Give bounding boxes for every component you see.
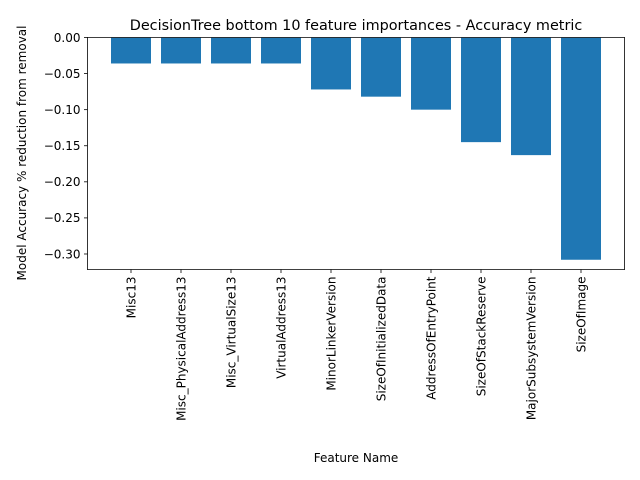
bar-MajorSubsystemVersion: [511, 37, 551, 156]
x-tick-label: Misc_VirtualSize13: [225, 277, 239, 389]
bar-SizeOfStackReserve: [461, 37, 501, 143]
x-axis: Misc13 Misc_PhysicalAddress13 Misc_Virtual…: [125, 269, 589, 421]
bar-VirtualAddress13: [261, 37, 301, 64]
chart-title: DecisionTree bottom 10 feature importanc…: [130, 18, 583, 34]
y-tick-label: −0.05: [44, 67, 81, 81]
y-tick-label: −0.25: [44, 211, 81, 225]
y-tick-label: −0.10: [44, 103, 81, 117]
x-tick-label: Misc13: [125, 277, 139, 319]
x-tick-label: MajorSubsystemVersion: [525, 277, 539, 421]
bar-MinorLinkerVersion: [311, 37, 351, 90]
y-tick-label: 0.00: [54, 31, 81, 45]
y-tick-label: −0.20: [44, 175, 81, 189]
bars-group: [111, 37, 601, 260]
bar-Misc_VirtualSize13: [211, 37, 251, 64]
x-tick-label: MinorLinkerVersion: [325, 277, 339, 391]
bar-AddressOfEntryPoint: [411, 37, 451, 110]
x-tick-label: SizeOfStackReserve: [475, 277, 489, 397]
x-tick-label: VirtualAddress13: [275, 277, 289, 379]
bar-Misc13: [111, 37, 151, 64]
x-tick-label: AddressOfEntryPoint: [425, 276, 439, 399]
bar-Misc_PhysicalAddress13: [161, 37, 201, 64]
y-tick-label: −0.30: [44, 247, 81, 261]
x-tick-label: Misc_PhysicalAddress13: [175, 277, 189, 421]
x-axis-label: Feature Name: [314, 451, 399, 465]
bar-SizeOfInitializedData: [361, 37, 401, 97]
x-tick-label: SizeOfImage: [575, 277, 589, 353]
bar-SizeOfImage: [561, 37, 601, 260]
y-tick-label: −0.15: [44, 139, 81, 153]
x-tick-label: SizeOfInitializedData: [375, 277, 389, 402]
y-axis-label: Model Accuracy % reduction from removal: [15, 26, 29, 281]
y-axis: 0.00 −0.05 −0.10 −0.15 −0.20 −0.25 −0.30: [44, 31, 88, 261]
